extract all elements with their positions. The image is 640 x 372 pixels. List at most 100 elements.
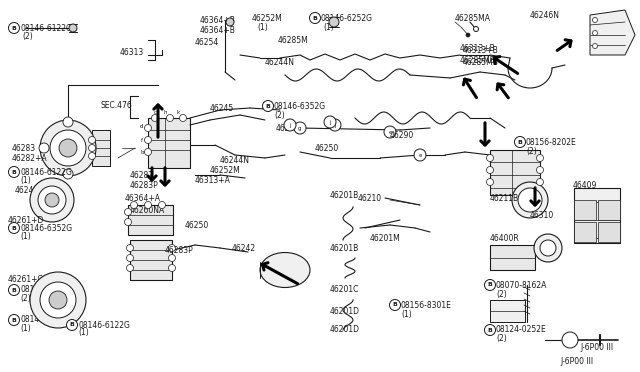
Text: 46211B: 46211B: [490, 193, 519, 202]
Text: 46246N: 46246N: [530, 10, 560, 19]
Text: e: e: [388, 129, 392, 135]
Circle shape: [145, 137, 152, 144]
Circle shape: [284, 119, 296, 131]
Text: 46409: 46409: [573, 180, 597, 189]
Bar: [490, 300, 525, 322]
Bar: [92, 130, 110, 166]
Polygon shape: [590, 10, 635, 55]
Circle shape: [166, 115, 173, 122]
Circle shape: [179, 115, 186, 122]
Circle shape: [39, 143, 49, 153]
Text: 08146-6352G: 08146-6352G: [20, 224, 72, 232]
Text: 46252M: 46252M: [210, 166, 241, 174]
Circle shape: [67, 320, 77, 330]
Text: B: B: [12, 288, 17, 292]
Text: 46285MB: 46285MB: [460, 55, 496, 64]
Text: 08146-6122G: 08146-6122G: [78, 321, 130, 330]
Text: b: b: [140, 150, 144, 154]
Text: B: B: [70, 323, 74, 327]
Text: (1): (1): [20, 231, 31, 241]
Text: 46313+B: 46313+B: [463, 45, 499, 55]
Text: c: c: [154, 109, 157, 115]
Text: (1): (1): [20, 176, 31, 185]
Circle shape: [88, 144, 95, 151]
Text: 08146-6252G: 08146-6252G: [321, 13, 373, 22]
Text: 08124-0252E: 08124-0252E: [496, 326, 547, 334]
Bar: [574, 200, 596, 220]
Circle shape: [534, 234, 562, 262]
Text: J-6P00 III: J-6P00 III: [580, 343, 613, 353]
Circle shape: [484, 324, 495, 336]
Circle shape: [159, 202, 166, 208]
Text: (1): (1): [323, 22, 333, 32]
Text: g: g: [298, 125, 301, 131]
Circle shape: [127, 254, 134, 262]
Text: 46364+A: 46364+A: [125, 193, 161, 202]
Text: 46240: 46240: [15, 186, 39, 195]
Circle shape: [145, 125, 152, 131]
Circle shape: [486, 167, 493, 173]
Text: B: B: [266, 103, 271, 109]
Text: (2): (2): [274, 110, 285, 119]
Text: 08146-6352G: 08146-6352G: [20, 315, 72, 324]
Circle shape: [484, 279, 495, 291]
Circle shape: [414, 149, 426, 161]
Circle shape: [466, 33, 470, 37]
Circle shape: [262, 100, 273, 112]
Text: 46285MA: 46285MA: [455, 13, 491, 22]
Text: B: B: [488, 282, 492, 288]
Ellipse shape: [260, 253, 310, 288]
Circle shape: [168, 264, 175, 272]
Circle shape: [310, 13, 321, 23]
Text: (2): (2): [526, 147, 537, 155]
Circle shape: [536, 167, 543, 173]
Text: 46210: 46210: [358, 193, 382, 202]
Text: 08146-6122G: 08146-6122G: [20, 285, 72, 295]
Circle shape: [50, 130, 86, 166]
Circle shape: [127, 244, 134, 251]
Text: 08070-8162A: 08070-8162A: [496, 280, 547, 289]
Text: 46261+D: 46261+D: [8, 215, 44, 224]
Text: 46284N: 46284N: [276, 124, 306, 132]
Text: B: B: [12, 317, 17, 323]
Circle shape: [30, 272, 86, 328]
Text: 46201C: 46201C: [330, 285, 360, 295]
Text: 46201D: 46201D: [330, 308, 360, 317]
Text: 46260NA: 46260NA: [130, 205, 165, 215]
Text: 46201D: 46201D: [330, 326, 360, 334]
Text: j: j: [289, 122, 291, 128]
Text: (2): (2): [20, 294, 31, 302]
Bar: [574, 188, 620, 243]
Text: 46245: 46245: [210, 103, 234, 112]
Text: f: f: [141, 138, 143, 142]
Text: 46250: 46250: [185, 221, 209, 230]
Circle shape: [88, 137, 95, 144]
Text: 46290: 46290: [390, 131, 414, 140]
Text: 46201M: 46201M: [370, 234, 401, 243]
Circle shape: [593, 31, 598, 35]
Text: j: j: [334, 122, 336, 128]
Circle shape: [88, 153, 95, 160]
Circle shape: [486, 154, 493, 161]
Text: (2): (2): [496, 289, 507, 298]
Text: SEC.476: SEC.476: [100, 100, 132, 109]
Text: 08146-6122G: 08146-6122G: [20, 23, 72, 32]
Text: 46313+B: 46313+B: [460, 44, 496, 52]
Text: 46242: 46242: [232, 244, 256, 253]
Circle shape: [329, 17, 339, 27]
Circle shape: [8, 285, 19, 295]
Text: B: B: [312, 16, 317, 20]
Text: 46282: 46282: [130, 170, 154, 180]
Text: (1): (1): [78, 328, 89, 337]
Circle shape: [59, 139, 77, 157]
Circle shape: [8, 167, 19, 177]
Circle shape: [30, 178, 74, 222]
Text: 46201B: 46201B: [330, 244, 359, 253]
Circle shape: [145, 148, 152, 155]
Text: 08156-8202E: 08156-8202E: [526, 138, 577, 147]
Circle shape: [127, 264, 134, 272]
Text: 46282+A: 46282+A: [12, 154, 47, 163]
Bar: [598, 200, 620, 220]
Text: (2): (2): [496, 334, 507, 343]
Text: B: B: [12, 225, 17, 231]
